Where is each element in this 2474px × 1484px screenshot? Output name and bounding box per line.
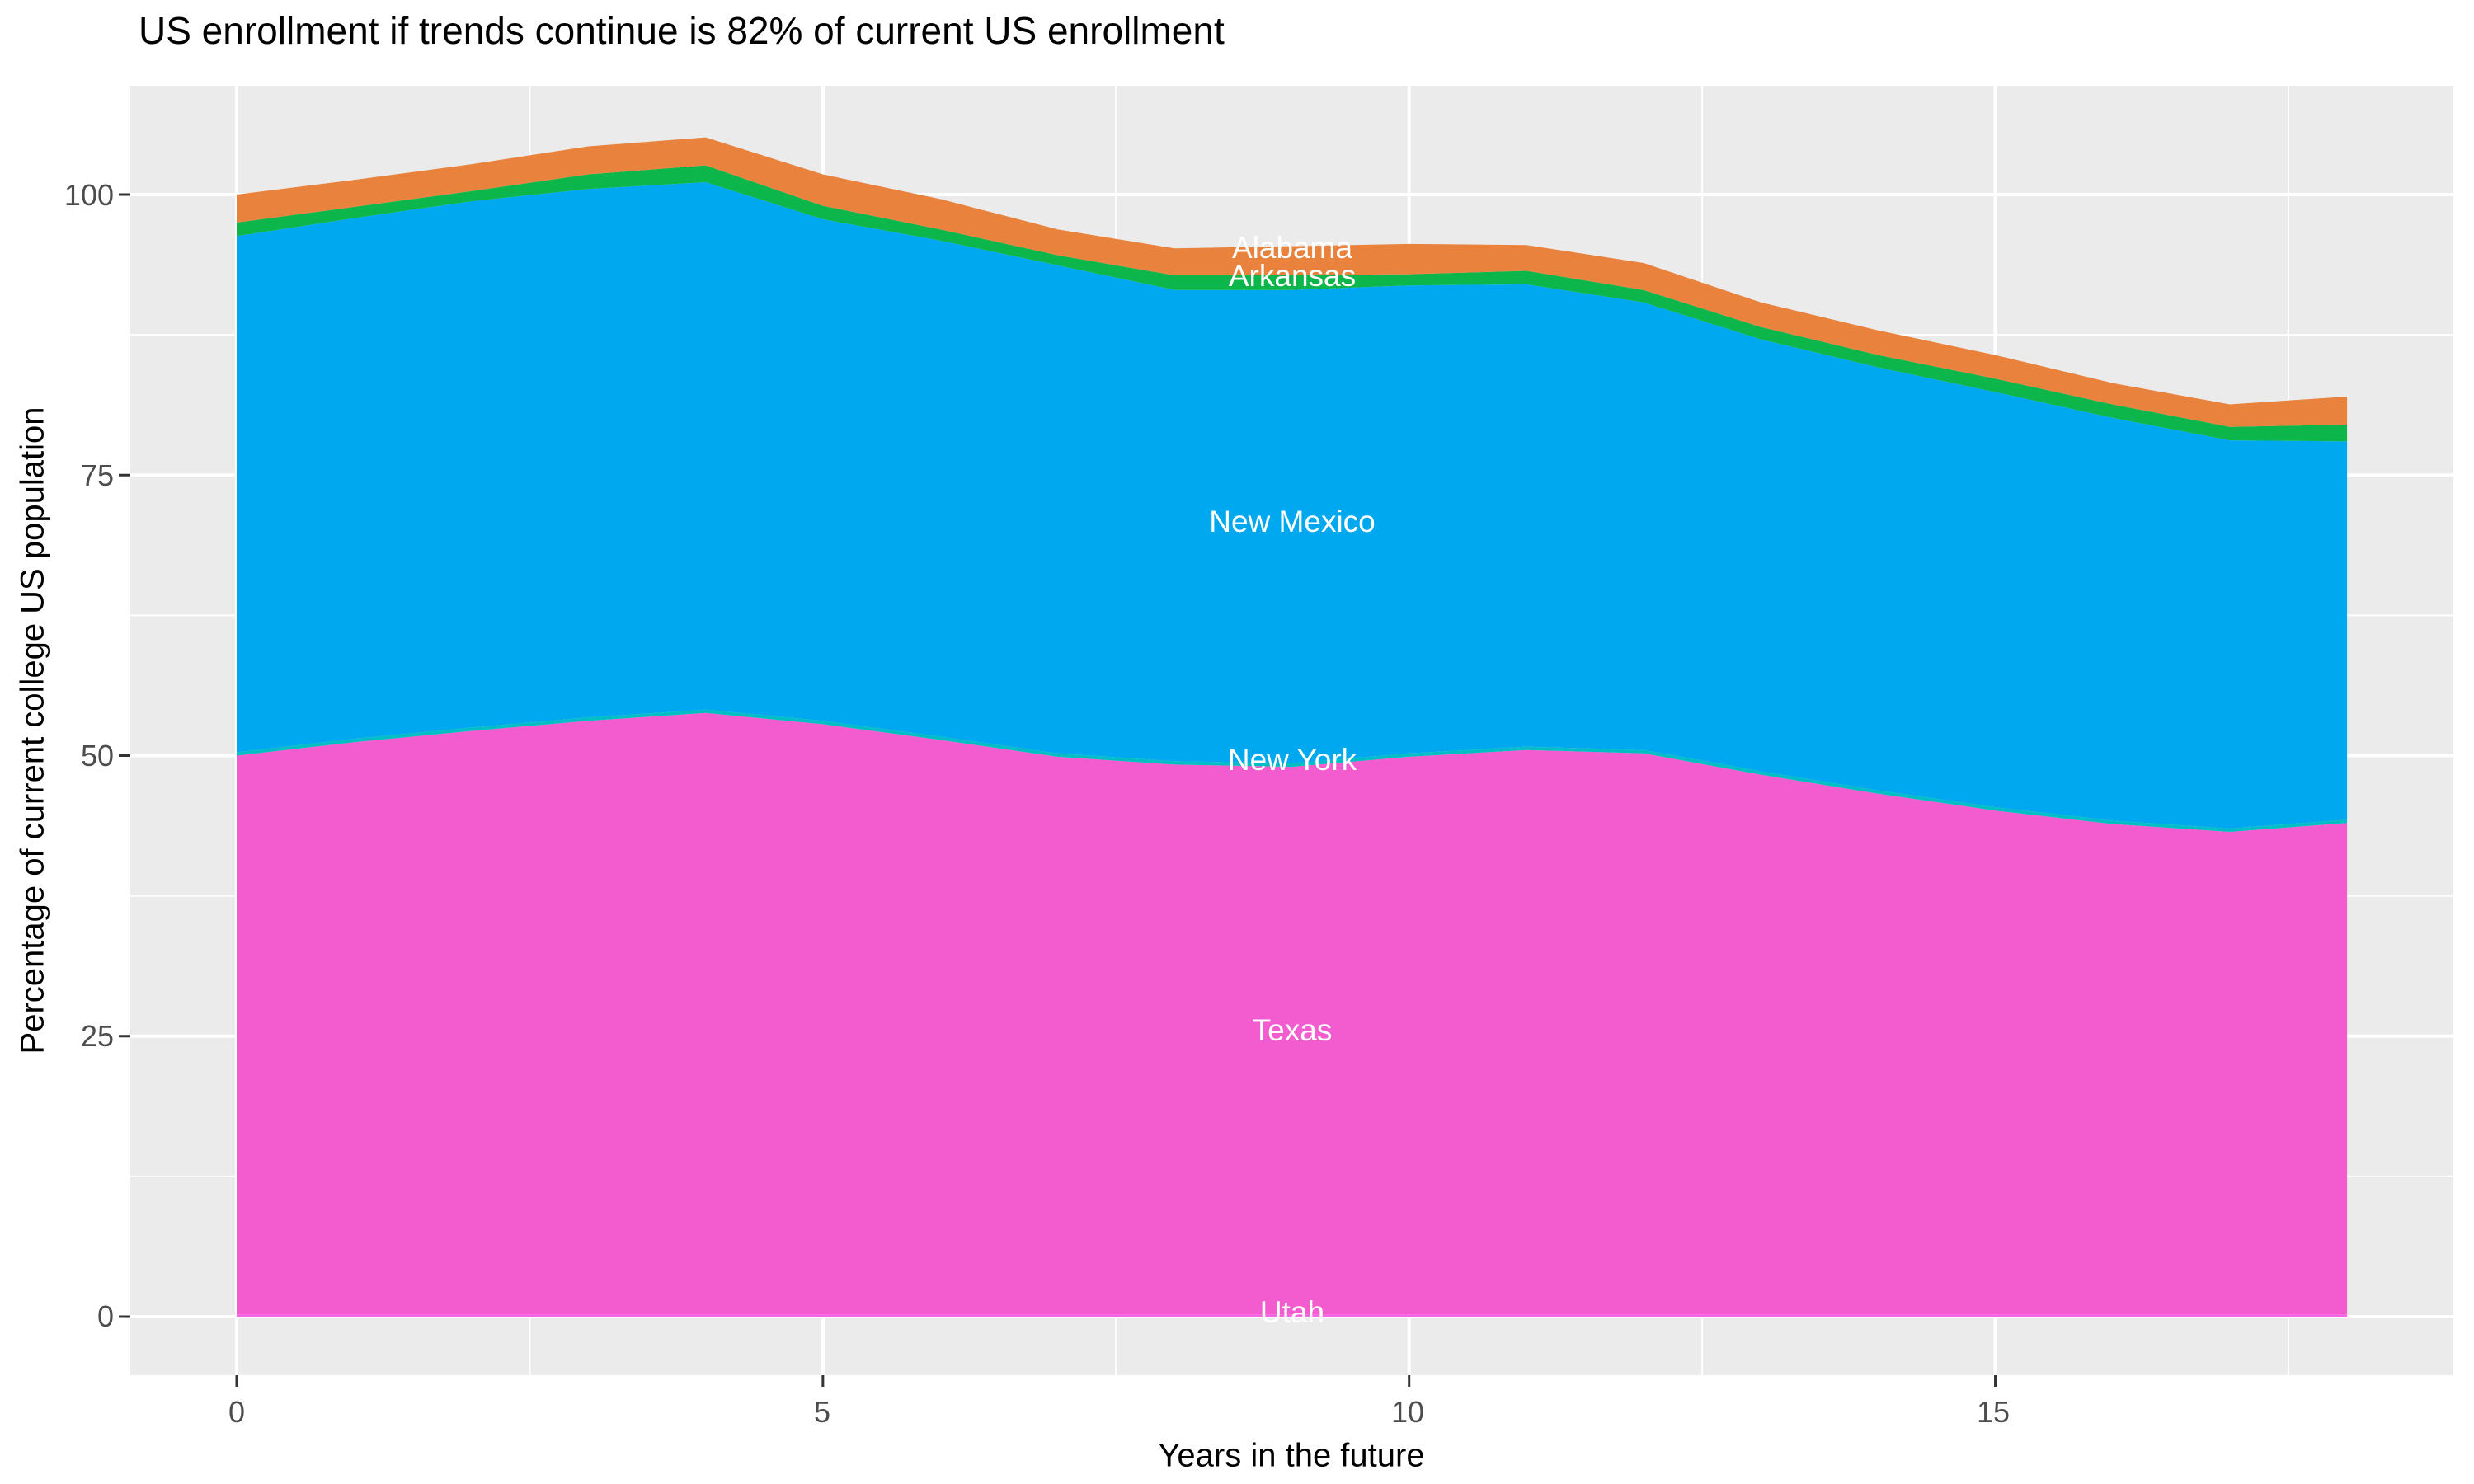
area-label-alabama: Alabama (1231, 231, 1353, 265)
x-tick-label-0: 0 (228, 1395, 246, 1429)
y-tick-label-25: 25 (80, 1019, 114, 1053)
area-label-texas: Texas (1252, 1013, 1333, 1047)
x-axis-title: Years in the future (1158, 1437, 1425, 1474)
chart-title: US enrollment if trends continue is 82% … (139, 9, 1225, 52)
area-label-utah: Utah (1259, 1295, 1325, 1329)
area-new-mexico (237, 182, 2348, 829)
x-tick-label-15: 15 (1976, 1395, 2011, 1429)
y-tick-label-50: 50 (80, 739, 114, 773)
x-tick-label-5: 5 (813, 1395, 831, 1429)
y-tick-label-75: 75 (80, 458, 114, 492)
area-texas (237, 712, 2348, 1315)
y-tick-label-100: 100 (63, 178, 114, 212)
x-tick-label-10: 10 (1390, 1395, 1425, 1429)
y-tick-label-0: 0 (96, 1299, 114, 1333)
area-label-arkansas: Arkansas (1228, 259, 1357, 293)
area-utah (237, 1314, 2348, 1317)
area-arkansas (237, 165, 2348, 442)
area-label-new-york: New York (1227, 743, 1357, 777)
y-axis-title: Percentage of current college US populat… (14, 406, 51, 1054)
area-alabama (237, 137, 2348, 427)
area-label-new-mexico: New Mexico (1209, 505, 1376, 538)
